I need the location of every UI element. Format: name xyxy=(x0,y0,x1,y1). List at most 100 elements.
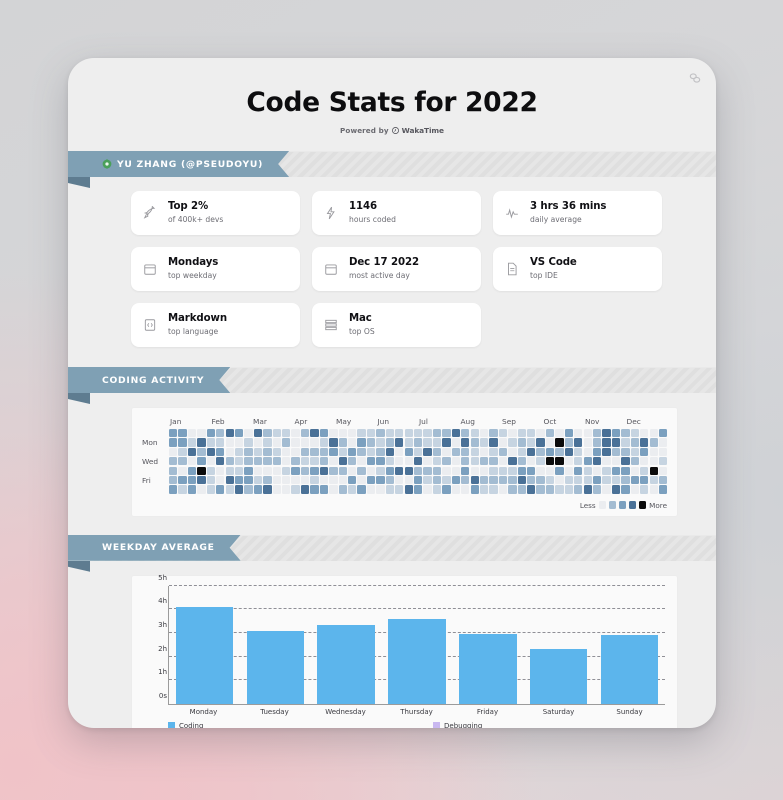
heatmap-cell[interactable] xyxy=(348,429,357,438)
heatmap-cell[interactable] xyxy=(244,447,253,457)
heatmap-cell[interactable] xyxy=(470,485,479,494)
heatmap-cell[interactable] xyxy=(630,457,639,466)
heatmap-cell[interactable] xyxy=(338,438,347,447)
heatmap-cell[interactable] xyxy=(574,457,583,466)
heatmap-cell[interactable] xyxy=(658,475,668,485)
heatmap-cell[interactable] xyxy=(536,485,545,494)
heatmap-cell[interactable] xyxy=(253,447,263,457)
heatmap-cell[interactable] xyxy=(376,475,385,485)
heatmap-cell[interactable] xyxy=(649,429,658,438)
heatmap-cell[interactable] xyxy=(385,485,395,494)
heatmap-cell[interactable] xyxy=(630,485,639,494)
heatmap-cell[interactable] xyxy=(470,475,479,485)
heatmap-cell[interactable] xyxy=(413,457,423,466)
heatmap-cell[interactable] xyxy=(451,447,460,457)
heatmap-cell[interactable] xyxy=(498,429,508,438)
heatmap-cell[interactable] xyxy=(357,438,366,447)
heatmap-cell[interactable] xyxy=(225,475,234,485)
heatmap-cell[interactable] xyxy=(395,475,404,485)
heatmap-cell[interactable] xyxy=(479,429,489,438)
heatmap-cell[interactable] xyxy=(216,447,225,457)
heatmap-cell[interactable] xyxy=(282,475,291,485)
heatmap-cell[interactable] xyxy=(376,457,385,466)
heatmap-cell[interactable] xyxy=(404,447,413,457)
heatmap-cell[interactable] xyxy=(517,438,526,447)
heatmap-cell[interactable] xyxy=(479,438,489,447)
heatmap-cell[interactable] xyxy=(272,457,281,466)
heatmap-cell[interactable] xyxy=(630,475,639,485)
heatmap-cell[interactable] xyxy=(461,438,470,447)
heatmap-cell[interactable] xyxy=(253,485,263,494)
heatmap-cell[interactable] xyxy=(423,475,432,485)
heatmap-cell[interactable] xyxy=(555,447,564,457)
heatmap-cell[interactable] xyxy=(527,485,536,494)
heatmap-cell[interactable] xyxy=(234,429,244,438)
heatmap-cell[interactable] xyxy=(423,429,432,438)
heatmap-cell[interactable] xyxy=(536,447,545,457)
heatmap-cell[interactable] xyxy=(527,475,536,485)
heatmap-cell[interactable] xyxy=(225,457,234,466)
heatmap-cell[interactable] xyxy=(244,475,253,485)
heatmap-cell[interactable] xyxy=(272,485,281,494)
heatmap-cell[interactable] xyxy=(348,457,357,466)
legend-item[interactable]: Coding xyxy=(168,722,203,728)
heatmap-cell[interactable] xyxy=(404,475,413,485)
heatmap-cell[interactable] xyxy=(329,475,338,485)
heatmap-cell[interactable] xyxy=(442,457,451,466)
heatmap-cell[interactable] xyxy=(395,429,404,438)
heatmap-cell[interactable] xyxy=(187,429,197,438)
heatmap-cell[interactable] xyxy=(225,466,234,475)
heatmap-cell[interactable] xyxy=(592,429,602,438)
heatmap-cell[interactable] xyxy=(187,457,197,466)
heatmap-cell[interactable] xyxy=(272,438,281,447)
heatmap-cell[interactable] xyxy=(489,429,498,438)
heatmap-cell[interactable] xyxy=(611,457,621,466)
heatmap-cell[interactable] xyxy=(272,429,281,438)
heatmap-cell[interactable] xyxy=(602,438,611,447)
chain-link-icon[interactable] xyxy=(688,72,702,84)
heatmap-cell[interactable] xyxy=(169,466,178,475)
heatmap-cell[interactable] xyxy=(178,475,187,485)
heatmap-cell[interactable] xyxy=(508,457,517,466)
heatmap-cell[interactable] xyxy=(272,475,281,485)
heatmap-cell[interactable] xyxy=(564,475,574,485)
heatmap-cell[interactable] xyxy=(658,438,668,447)
heatmap-cell[interactable] xyxy=(244,466,253,475)
heatmap-cell[interactable] xyxy=(272,447,281,457)
heatmap-cell[interactable] xyxy=(545,485,555,494)
heatmap-cell[interactable] xyxy=(282,447,291,457)
heatmap-cell[interactable] xyxy=(451,466,460,475)
heatmap-cell[interactable] xyxy=(470,466,479,475)
heatmap-cell[interactable] xyxy=(517,447,526,457)
heatmap-cell[interactable] xyxy=(451,475,460,485)
heatmap-cell[interactable] xyxy=(555,475,564,485)
heatmap-cell[interactable] xyxy=(611,466,621,475)
heatmap-cell[interactable] xyxy=(621,466,630,475)
heatmap-cell[interactable] xyxy=(442,447,451,457)
heatmap-cell[interactable] xyxy=(611,429,621,438)
heatmap-cell[interactable] xyxy=(366,447,376,457)
heatmap-cell[interactable] xyxy=(451,438,460,447)
heatmap-cell[interactable] xyxy=(640,438,649,447)
heatmap-cell[interactable] xyxy=(263,457,272,466)
heatmap-cell[interactable] xyxy=(640,447,649,457)
heatmap-cell[interactable] xyxy=(413,447,423,457)
heatmap-cell[interactable] xyxy=(234,475,244,485)
heatmap-cell[interactable] xyxy=(536,438,545,447)
heatmap-cell[interactable] xyxy=(517,466,526,475)
heatmap-cell[interactable] xyxy=(253,429,263,438)
heatmap-cell[interactable] xyxy=(366,485,376,494)
heatmap-cell[interactable] xyxy=(385,466,395,475)
heatmap-cell[interactable] xyxy=(178,447,187,457)
heatmap-cell[interactable] xyxy=(413,438,423,447)
heatmap-cell[interactable] xyxy=(178,485,187,494)
heatmap-cell[interactable] xyxy=(470,438,479,447)
heatmap-cell[interactable] xyxy=(385,429,395,438)
heatmap-cell[interactable] xyxy=(234,447,244,457)
heatmap-cell[interactable] xyxy=(272,466,281,475)
heatmap-cell[interactable] xyxy=(357,457,366,466)
heatmap-cell[interactable] xyxy=(291,438,300,447)
heatmap-cell[interactable] xyxy=(498,485,508,494)
heatmap-cell[interactable] xyxy=(300,429,310,438)
heatmap-cell[interactable] xyxy=(395,447,404,457)
